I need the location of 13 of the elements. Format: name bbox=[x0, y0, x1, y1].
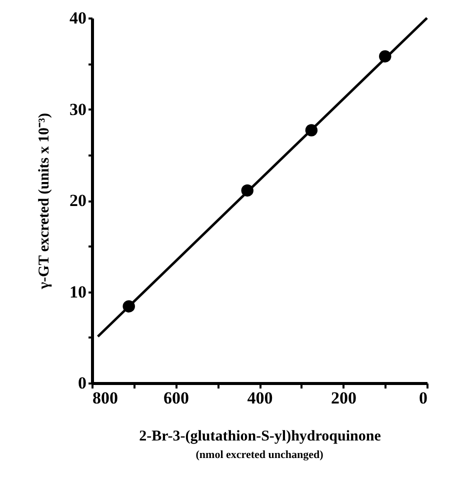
x-tick-label: 200 bbox=[331, 388, 356, 408]
x-axis-title: 2-Br-3-(glutathion-S-yl)hydroquinone bbox=[139, 428, 382, 444]
x-tick-label: 600 bbox=[164, 388, 189, 408]
y-tick-label: 40 bbox=[70, 8, 86, 28]
x-tick-label: 800 bbox=[92, 388, 118, 408]
y-axis-title: γ-GT excreted (units x 10⁻³) bbox=[36, 113, 52, 290]
y-tick-label: 0 bbox=[78, 374, 86, 392]
y-tick-label: 10 bbox=[70, 282, 86, 302]
y-tick-label: 20 bbox=[70, 191, 86, 210]
text: (nmol excreted unchanged) bbox=[196, 449, 324, 461]
x-tick-label: 0 bbox=[419, 388, 428, 408]
y-tick-label: 30 bbox=[70, 100, 86, 119]
x-tick-label: 400 bbox=[247, 388, 273, 408]
